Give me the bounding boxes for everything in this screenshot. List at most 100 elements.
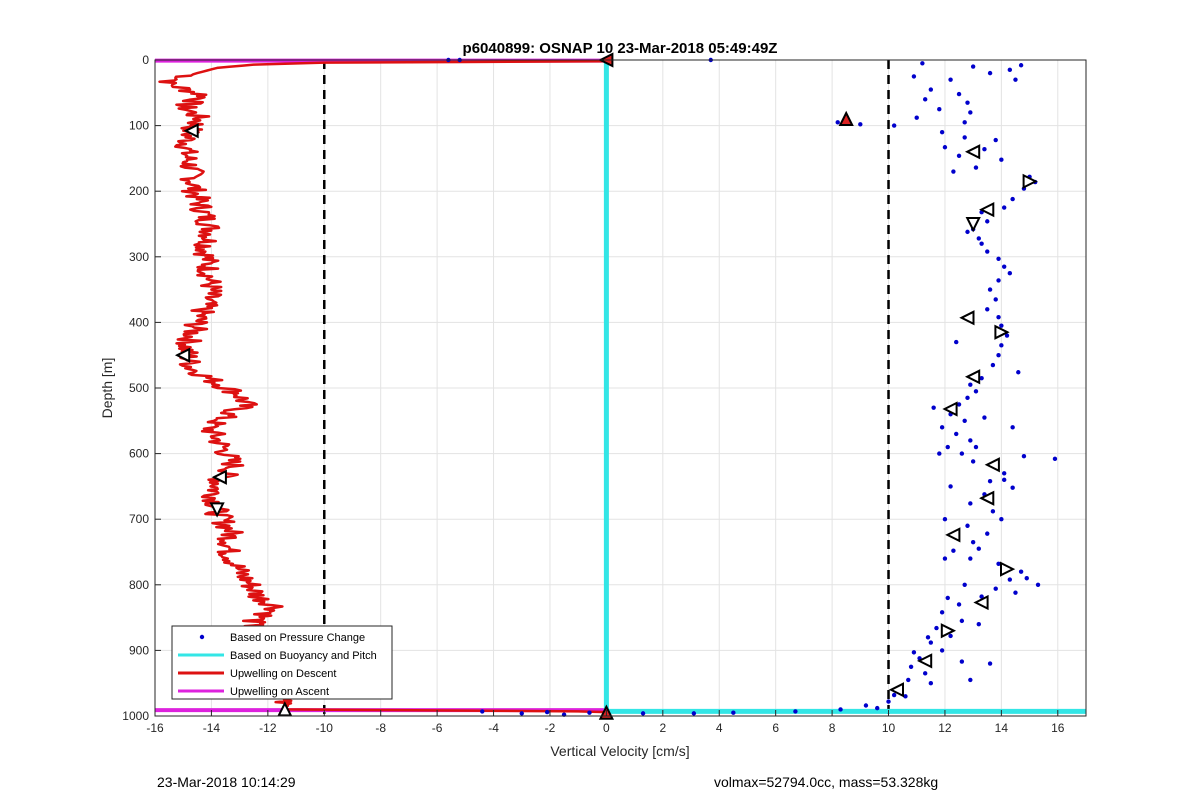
x-tick-label: -16 <box>146 721 164 735</box>
pressure-change-point <box>962 418 967 423</box>
triangle-marker <box>965 217 981 233</box>
y-tick-label: 0 <box>142 53 149 67</box>
axis-ticks: -16 -14 -12 -10 -8 -6 -4 -2 0 2 4 6 8 10 12 14 16 0 100 200… <box>122 53 1064 735</box>
pressure-change-point <box>903 694 908 699</box>
pressure-change-point <box>1016 370 1021 375</box>
pressure-change-point <box>979 241 984 246</box>
pressure-change-point <box>1001 205 1007 210</box>
pressure-change-point <box>937 107 942 112</box>
triangle-marker <box>1000 561 1016 577</box>
pressure-change-point <box>987 661 993 666</box>
footer-timestamp: 23-Mar-2018 10:14:29 <box>157 774 296 790</box>
x-tick-label: 12 <box>938 721 952 735</box>
pressure-change-point <box>956 91 962 97</box>
pressure-change-point <box>1024 576 1029 581</box>
pressure-change-point <box>891 692 897 698</box>
triangle-marker <box>959 310 975 326</box>
triangle-marker <box>945 527 961 543</box>
pressure-change-point <box>948 484 953 489</box>
triangle-marker <box>942 401 958 417</box>
pressure-change-point <box>999 157 1004 162</box>
pressure-change-point <box>931 405 936 410</box>
legend-box <box>171 625 393 700</box>
pressure-change-point <box>793 709 798 714</box>
triangle-marker <box>964 144 981 160</box>
pressure-change-point <box>480 709 485 714</box>
pressure-change-point <box>1004 333 1010 338</box>
x-tick-label: -2 <box>545 721 556 735</box>
pressure-change-point <box>982 147 987 152</box>
pressure-change-point <box>996 278 1001 283</box>
pressure-change-point <box>519 711 524 716</box>
pressure-change-point <box>965 395 970 401</box>
pressure-change-point <box>886 699 891 704</box>
triangle-marker <box>979 490 995 506</box>
pressure-change-point <box>1021 454 1027 459</box>
pressure-change-point <box>928 681 934 686</box>
pressure-change-point <box>858 122 863 127</box>
x-tick-label: 6 <box>772 721 779 735</box>
y-tick-label: 200 <box>129 184 149 198</box>
pressure-change-point <box>996 561 1001 567</box>
pressure-change-point <box>1001 264 1007 269</box>
y-tick-label: 700 <box>129 512 149 526</box>
triangle-marker <box>174 347 191 363</box>
x-tick-label: 10 <box>882 721 896 735</box>
pressure-change-point <box>587 710 592 715</box>
pressure-change-point <box>973 444 979 450</box>
pressure-change-point <box>954 431 959 437</box>
pressure-change-point <box>976 546 981 551</box>
pressure-change-point <box>962 120 967 125</box>
triangle-marker <box>940 623 957 639</box>
pressure-change-point <box>948 77 953 82</box>
x-tick-label: 16 <box>1051 721 1065 735</box>
x-axis-label: Vertical Velocity [cm/s] <box>550 743 689 759</box>
pressure-change-point <box>993 137 998 143</box>
pressure-change-point <box>1010 196 1015 202</box>
pressure-change-point <box>1035 582 1041 587</box>
triangle-marker <box>994 324 1010 340</box>
triangle-marker <box>984 457 1000 473</box>
x-tick-label: 4 <box>716 721 723 735</box>
pressure-change-point <box>942 517 948 522</box>
y-tick-label: 600 <box>129 447 149 461</box>
legend-entry-label: Upwelling on Ascent <box>230 686 329 698</box>
footer-volmax-mass: volmax=52794.0cc, mass=53.328kg <box>714 774 939 790</box>
pressure-change-point <box>939 610 945 615</box>
pressure-change-point <box>908 664 914 669</box>
pressure-change-point <box>962 582 967 587</box>
triangle-marker <box>838 110 854 126</box>
pressure-change-point <box>996 314 1001 320</box>
pressure-change-point <box>731 710 736 715</box>
pressure-change-point <box>939 425 945 430</box>
pressure-change-point <box>1001 471 1007 476</box>
pressure-change-point <box>906 677 911 683</box>
pressure-change-point <box>835 120 840 125</box>
pressure-change-point <box>948 633 953 639</box>
data-marks <box>155 52 1086 720</box>
pressure-change-point <box>973 389 979 394</box>
x-tick-label: 14 <box>995 721 1009 735</box>
y-tick-label: 400 <box>129 315 149 329</box>
triangle-marker <box>209 502 225 518</box>
y-tick-label: 1000 <box>122 709 149 723</box>
pressure-change-point <box>968 382 973 387</box>
pressure-change-point <box>985 531 990 536</box>
legend-entry-label: Upwelling on Descent <box>230 668 336 680</box>
pressure-change-point <box>1018 569 1024 574</box>
triangle-marker <box>211 469 227 485</box>
x-tick-label: -8 <box>375 721 386 735</box>
pressure-change-point <box>990 509 996 514</box>
pressure-change-point <box>939 129 945 135</box>
pressure-change-point <box>937 451 942 456</box>
y-tick-label: 100 <box>129 119 149 133</box>
pressure-change-point <box>956 602 962 607</box>
triangle-marker <box>964 369 981 385</box>
pressure-change-point <box>968 438 973 443</box>
pressure-change-point <box>920 61 925 66</box>
pressure-change-point <box>911 74 917 79</box>
y-tick-label: 800 <box>129 578 149 592</box>
pressure-change-point <box>954 339 959 345</box>
pressure-change-point <box>996 353 1001 358</box>
